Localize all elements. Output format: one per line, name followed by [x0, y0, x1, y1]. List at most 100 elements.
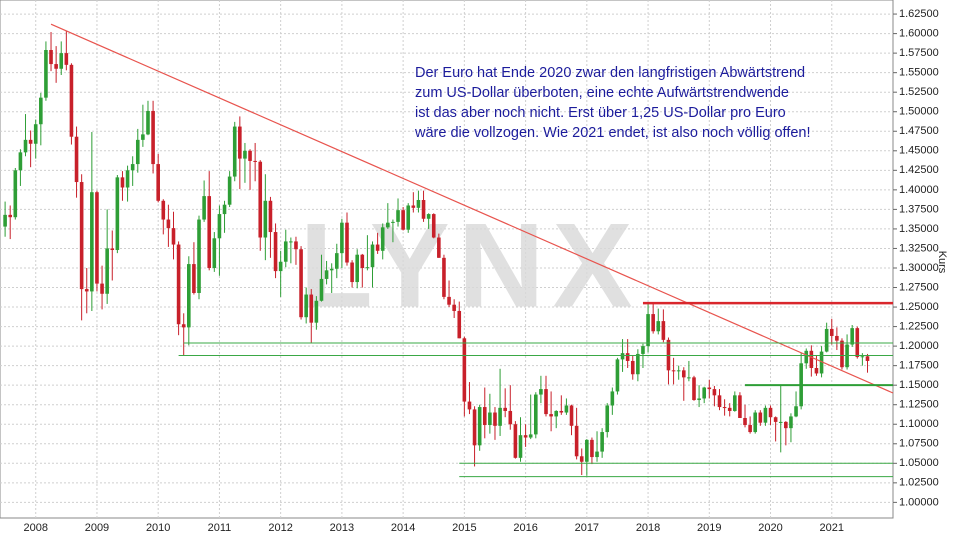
candle-body — [54, 64, 58, 69]
x-tick-label: 2011 — [208, 522, 232, 534]
candle-body — [590, 439, 594, 458]
candle-body — [115, 177, 120, 251]
y-tick-label: 1.07500 — [899, 438, 939, 450]
candle-body — [707, 387, 712, 390]
candle-body — [39, 97, 43, 125]
candle-body — [518, 435, 523, 458]
y-tick-label: 1.40000 — [899, 184, 939, 196]
candle-body — [625, 353, 630, 361]
candle-body — [69, 64, 74, 137]
candle-body — [630, 360, 635, 375]
candle-body — [411, 205, 416, 208]
candle-body — [227, 176, 232, 205]
candle-body — [90, 192, 94, 292]
candle-body — [135, 139, 140, 165]
candle-body — [396, 210, 400, 222]
candle-body — [187, 264, 191, 328]
candle-body — [615, 359, 620, 392]
candle-body — [365, 267, 370, 269]
candle-body — [804, 350, 809, 364]
candle-body — [809, 350, 814, 368]
x-tick-label: 2014 — [391, 522, 415, 534]
annotation-line: ist das aber noch nicht. Erst über 1,25 … — [415, 105, 786, 121]
candle-body — [59, 53, 64, 69]
candle-body — [74, 136, 79, 183]
annotation: Der Euro hat Ende 2020 zwar den langfris… — [414, 65, 811, 141]
y-tick-label: 1.57500 — [899, 47, 939, 59]
y-tick-label: 1.02500 — [899, 477, 939, 489]
candle-body — [181, 324, 186, 328]
candle-body — [391, 221, 395, 223]
candle-body — [482, 407, 487, 426]
candle-body — [105, 248, 109, 294]
candle-body — [687, 377, 691, 379]
candle-body — [171, 228, 176, 245]
candle-body — [401, 210, 405, 230]
candle-body — [493, 412, 497, 426]
candle-body — [248, 150, 252, 161]
candle-body — [192, 264, 196, 293]
candle-body — [426, 214, 431, 219]
candle-body — [743, 417, 747, 426]
candle-body — [345, 222, 349, 263]
candle-body — [146, 110, 150, 135]
y-tick-label: 1.52500 — [899, 86, 939, 98]
candle-body — [824, 328, 829, 352]
x-tick-label: 2013 — [330, 522, 354, 534]
candle-body — [860, 356, 865, 358]
candle-body — [768, 407, 773, 418]
candle-body — [835, 335, 839, 341]
candle-body — [748, 425, 752, 433]
candle-body — [651, 314, 655, 332]
candle-body — [79, 182, 84, 290]
y-tick-label: 1.32500 — [899, 242, 939, 254]
candle-body — [595, 451, 599, 458]
candle-body — [380, 227, 385, 251]
y-tick-label: 1.47500 — [899, 125, 939, 137]
candle-body — [763, 407, 768, 423]
x-tick-label: 2008 — [23, 522, 47, 534]
candle-body — [605, 405, 610, 433]
x-tick-label: 2020 — [758, 522, 782, 534]
candle-body — [18, 152, 23, 171]
candle-body — [125, 170, 130, 188]
candle-body — [232, 126, 237, 177]
candle-body — [641, 346, 645, 354]
candle-body — [610, 391, 615, 406]
candle-body — [238, 126, 242, 159]
candle-body — [375, 244, 380, 251]
candle-body — [263, 200, 268, 238]
y-tick-label: 1.00000 — [899, 496, 939, 508]
candle-body — [676, 370, 681, 372]
candle-body — [620, 353, 625, 360]
candle-body — [472, 409, 477, 446]
candle-body — [309, 294, 314, 323]
candle-body — [289, 241, 293, 243]
candle-body — [758, 412, 763, 423]
candle-body — [452, 304, 456, 311]
y-tick-label: 1.60000 — [899, 28, 939, 40]
annotation-line: wäre die vollzogen. Wie 2021 endet, ist … — [414, 125, 811, 141]
candle-body — [528, 434, 533, 438]
candle-body — [28, 139, 33, 144]
candle-body — [569, 405, 574, 426]
candle-body — [467, 401, 472, 410]
candle-body — [304, 294, 308, 318]
y-tick-label: 1.50000 — [899, 106, 939, 118]
candle-body — [697, 398, 701, 401]
candle-body — [406, 205, 411, 230]
candle-body — [44, 50, 48, 98]
candle-body — [646, 314, 650, 347]
candle-body — [579, 456, 584, 462]
candle-body — [488, 412, 492, 426]
candle-body — [360, 254, 365, 268]
x-tick-label: 2012 — [268, 522, 292, 534]
annotation-line: Der Euro hat Ende 2020 zwar den langfris… — [415, 65, 805, 81]
candle-body — [549, 414, 553, 417]
trend-line — [50, 23, 894, 394]
plot-area — [0, 0, 894, 519]
y-tick-label: 1.45000 — [899, 145, 939, 157]
candle-body — [574, 425, 579, 457]
candle-body — [64, 53, 69, 65]
